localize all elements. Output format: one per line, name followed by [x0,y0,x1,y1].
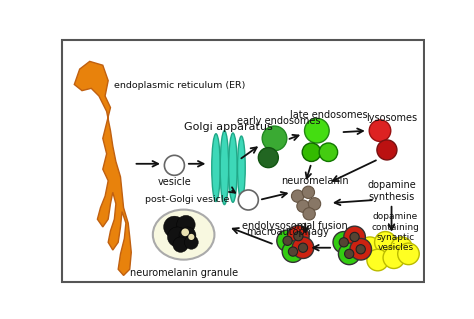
Circle shape [283,236,292,245]
Circle shape [350,232,359,241]
Text: dopamine
synthesis: dopamine synthesis [367,180,416,202]
Circle shape [297,200,309,212]
Circle shape [277,230,298,252]
Circle shape [282,241,304,262]
Text: macroautophagy: macroautophagy [246,227,329,237]
Circle shape [374,232,396,253]
Circle shape [288,247,298,256]
Text: neuromelanin granule: neuromelanin granule [129,268,237,278]
Circle shape [383,247,405,269]
Ellipse shape [153,210,214,260]
Circle shape [350,239,372,260]
Ellipse shape [237,136,245,199]
Circle shape [302,143,321,161]
Circle shape [344,226,365,248]
Circle shape [258,148,278,168]
Text: Golgi apparatus: Golgi apparatus [184,122,273,132]
Circle shape [164,155,184,175]
Circle shape [369,120,391,141]
Ellipse shape [228,133,237,202]
Text: late endosomes: late endosomes [290,110,367,120]
Circle shape [188,234,194,240]
Circle shape [309,198,321,210]
Circle shape [262,126,287,151]
Circle shape [303,208,315,220]
Circle shape [377,140,397,160]
Circle shape [173,237,188,252]
Text: endolysosomal fusion: endolysosomal fusion [242,221,348,231]
Circle shape [345,249,354,258]
Circle shape [292,190,304,202]
Circle shape [339,238,348,247]
Circle shape [319,143,337,161]
Text: neuromelanin: neuromelanin [281,176,348,186]
Circle shape [333,232,355,253]
Text: lysosomes: lysosomes [366,113,417,122]
Circle shape [391,237,412,258]
Polygon shape [74,61,131,275]
Circle shape [359,237,381,258]
Circle shape [302,186,315,198]
Ellipse shape [212,134,220,202]
Circle shape [338,243,360,265]
Circle shape [167,227,188,247]
Circle shape [356,245,365,254]
Circle shape [184,235,198,249]
Circle shape [298,243,308,252]
Circle shape [367,249,389,271]
Circle shape [182,228,189,236]
Circle shape [398,243,419,265]
Circle shape [164,216,185,238]
Text: post-Golgi vesicle: post-Golgi vesicle [146,196,230,204]
Circle shape [288,226,309,247]
Circle shape [179,227,196,244]
Text: dopamine
containing
synaptic
vesicles: dopamine containing synaptic vesicles [372,212,419,252]
Text: endoplasmic reticulum (ER): endoplasmic reticulum (ER) [114,81,246,90]
Circle shape [304,118,329,143]
Circle shape [238,190,258,210]
Text: early endosomes: early endosomes [237,116,321,126]
Circle shape [294,232,303,241]
Circle shape [177,215,195,234]
Ellipse shape [220,131,228,204]
Circle shape [292,237,314,258]
Text: vesicle: vesicle [157,177,191,187]
